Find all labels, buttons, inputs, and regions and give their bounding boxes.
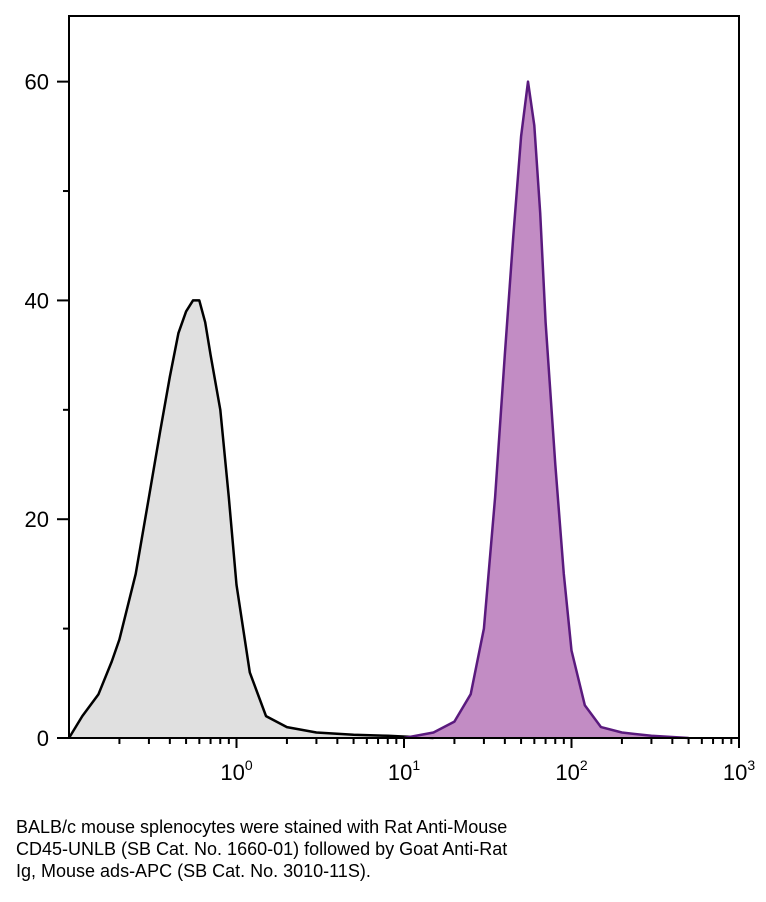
caption-line-3: Ig, Mouse ads-APC (SB Cat. No. 3010-11S)… bbox=[16, 861, 371, 881]
series-1-line bbox=[67, 299, 434, 740]
y-tick-label: 60 bbox=[25, 70, 49, 95]
x-tick-label: 101 bbox=[388, 757, 420, 785]
caption-line-1: BALB/c mouse splenocytes were stained wi… bbox=[16, 817, 508, 837]
y-tick-label: 40 bbox=[25, 288, 49, 313]
x-tick-label: 103 bbox=[723, 757, 755, 785]
y-tick-label: 20 bbox=[25, 507, 49, 532]
series-2-line bbox=[403, 80, 689, 740]
caption-line-2: CD45-UNLB (SB Cat. No. 1660-01) followed… bbox=[16, 839, 508, 859]
x-tick-label: 102 bbox=[555, 757, 587, 785]
histogram-chart: 100 101 102 103 0 20 40 60 bbox=[25, 15, 756, 785]
figure-caption: BALB/c mouse splenocytes were stained wi… bbox=[16, 816, 716, 882]
axis-layer: 100 101 102 103 0 20 40 60 bbox=[25, 70, 756, 785]
series-1-area bbox=[69, 300, 434, 738]
y-tick-label: 0 bbox=[37, 726, 49, 751]
series-2-area bbox=[404, 81, 689, 739]
x-tick-label: 100 bbox=[220, 757, 252, 785]
series-layer bbox=[67, 80, 689, 740]
